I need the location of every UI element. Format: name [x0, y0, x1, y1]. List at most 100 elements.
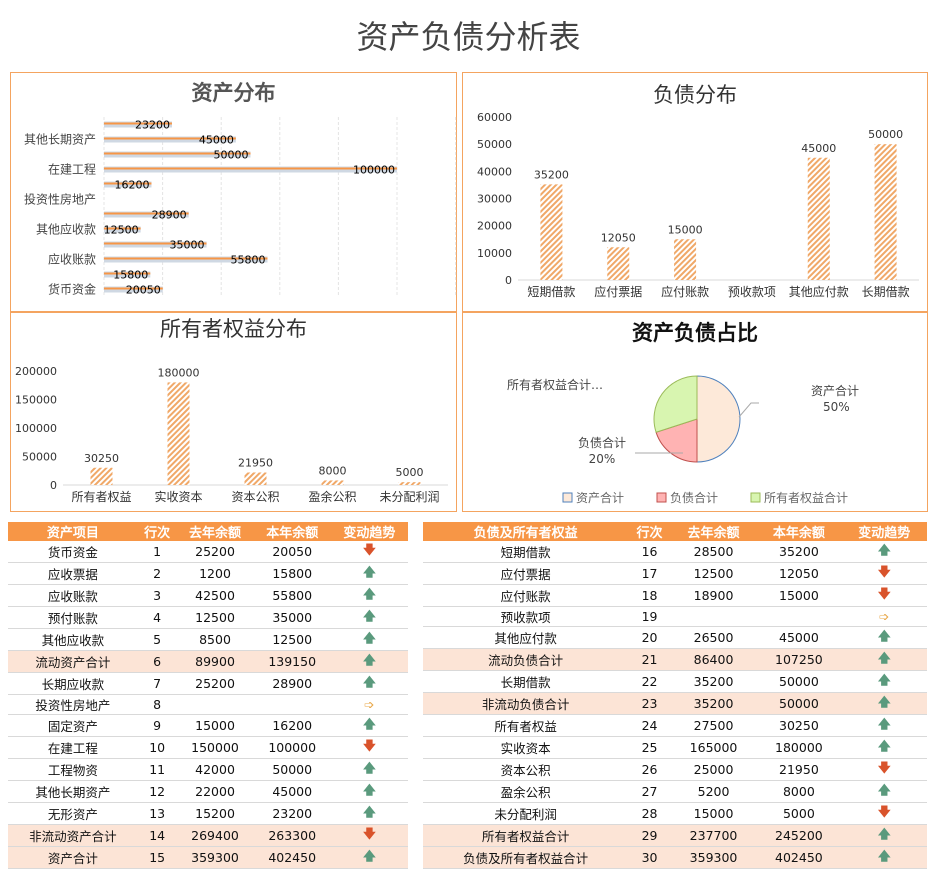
item-name: 投资性房地产 — [8, 694, 138, 715]
category-label: 应收账款 — [48, 252, 96, 267]
bar-highlight — [104, 257, 268, 260]
table-row: 未分配利润 28 15000 5000 🡇 — [423, 802, 927, 825]
trend-up-arrow-icon: 🡅 — [841, 736, 927, 759]
table-row: 长期应收款 7 25200 28900 🡅 — [8, 672, 408, 695]
table-row: 其他长期资产 12 22000 45000 🡅 — [8, 780, 408, 803]
item-name: 未分配利润 — [423, 802, 629, 825]
column-header: 去年余额 — [176, 522, 254, 541]
trend-up-arrow-icon: 🡅 — [841, 648, 927, 671]
this-year-balance: 180000 — [756, 736, 842, 759]
this-year-balance: 263300 — [253, 824, 331, 847]
pie-slice — [696, 375, 741, 463]
this-year-balance: 15000 — [756, 584, 842, 607]
chart-title: 资产分布 — [191, 81, 276, 105]
last-year-balance: 89900 — [176, 650, 254, 673]
bar-highlight — [104, 167, 397, 170]
this-year-balance: 100000 — [253, 736, 331, 759]
trend-flat-arrow-icon: ➩ — [841, 606, 927, 627]
category-label: 其他长期资产 — [24, 133, 96, 147]
trend-up-arrow-icon: 🡅 — [841, 780, 927, 803]
last-year-balance: 22000 — [176, 780, 254, 803]
table-row: 短期借款 16 28500 35200 🡅 — [423, 541, 927, 563]
legend-swatch — [562, 492, 573, 503]
this-year-balance: 139150 — [253, 650, 331, 673]
row-number: 2 — [137, 562, 177, 585]
trend-up-arrow-icon: 🡅 — [330, 584, 408, 607]
table-row: 长期借款 22 35200 50000 🡅 — [423, 670, 927, 693]
this-year-balance: 45000 — [756, 626, 842, 649]
last-year-balance: 42000 — [176, 758, 254, 781]
table-row: 非流动负债合计 23 35200 50000 🡅 — [423, 692, 927, 715]
item-name: 应付账款 — [423, 584, 629, 607]
legend-label: 资产合计 — [576, 490, 624, 505]
column-header: 资产项目 — [8, 522, 138, 541]
bar-highlight — [104, 227, 141, 230]
last-year-balance: 8500 — [176, 628, 254, 651]
category-label: 短期借款 — [527, 285, 575, 299]
table-row: 非流动资产合计 14 269400 263300 🡇 — [8, 824, 408, 847]
row-number: 10 — [137, 736, 177, 759]
y-tick-label: 20000 — [477, 220, 512, 233]
data-label: 20050 — [126, 284, 161, 297]
trend-up-arrow-icon: 🡅 — [330, 672, 408, 695]
column-header: 变动趋势 — [841, 522, 927, 541]
data-label: 12050 — [601, 231, 636, 244]
data-label: 100000 — [353, 164, 395, 177]
this-year-balance: 12050 — [756, 562, 842, 585]
this-year-balance: 35000 — [253, 606, 331, 629]
trend-up-arrow-icon: 🡅 — [330, 650, 408, 673]
item-name: 应收账款 — [8, 584, 138, 607]
liability-equity-table: 负债及所有者权益 行次 去年余额 本年余额 变动趋势 短期借款 16 28500 35200 🡅 应… — [423, 522, 927, 869]
row-number: 1 — [137, 541, 177, 563]
bar-highlight — [104, 182, 152, 185]
row-number: 21 — [628, 648, 671, 671]
bar-highlight — [104, 152, 251, 155]
pie-data-label: 资产合计 — [811, 383, 859, 398]
last-year-balance: 237700 — [670, 824, 757, 847]
trend-up-arrow-icon: 🡅 — [330, 714, 408, 737]
item-name: 固定资产 — [8, 714, 138, 737]
legend-swatch — [656, 492, 667, 503]
chart-title: 所有者权益分布 — [160, 317, 307, 341]
this-year-balance: 5000 — [756, 802, 842, 825]
data-label: 55800 — [230, 254, 265, 267]
item-name: 长期应收款 — [8, 672, 138, 695]
pie-slice — [653, 375, 698, 433]
item-name: 工程物资 — [8, 758, 138, 781]
category-label: 长期借款 — [862, 285, 910, 299]
trend-down-arrow-icon: 🡇 — [841, 562, 927, 585]
equity-chart-svg: 0 50000 100000 150000 200000 所有者权益 30250 实收资本 18… — [15, 365, 448, 504]
y-tick-label: 40000 — [477, 165, 512, 178]
last-year-balance: 5200 — [670, 780, 757, 803]
last-year-balance — [670, 606, 757, 627]
trend-up-arrow-icon: 🡅 — [330, 758, 408, 781]
data-label: 23200 — [135, 119, 170, 132]
y-tick-label: 0 — [505, 274, 512, 287]
y-tick-label: 30000 — [477, 193, 512, 206]
row-number: 12 — [137, 780, 177, 803]
row-number: 3 — [137, 584, 177, 607]
this-year-balance: 8000 — [756, 780, 842, 803]
row-number: 25 — [628, 736, 671, 759]
table-row: 其他应收款 5 8500 12500 🡅 — [8, 628, 408, 651]
bar-highlight — [104, 242, 207, 245]
asset-chart-svg: 货币资金 20050 15800 应收账款 55800 35000 其他应收款 12500 28… — [24, 117, 457, 297]
table-row: 实收资本 25 165000 180000 🡅 — [423, 736, 927, 759]
this-year-balance: 55800 — [253, 584, 331, 607]
row-number: 23 — [628, 692, 671, 715]
data-label: 28900 — [152, 209, 187, 222]
this-year-balance: 107250 — [756, 648, 842, 671]
data-label: 16200 — [114, 179, 149, 192]
column-header: 负债及所有者权益 — [423, 522, 629, 541]
last-year-balance: 15000 — [176, 714, 254, 737]
trend-up-arrow-icon: 🡅 — [330, 628, 408, 651]
liability-bar — [540, 184, 563, 280]
asset-chart: 资产分布 货币资金 20050 15800 应收账款 55800 35000 其他应收款 12… — [10, 72, 457, 312]
item-name: 流动负债合计 — [423, 648, 629, 671]
row-number: 18 — [628, 584, 671, 607]
liability-bar — [807, 157, 830, 280]
page-title: 资产负债分析表 — [356, 18, 581, 56]
legend-swatch — [750, 492, 761, 503]
bar-highlight — [104, 137, 236, 140]
data-label: 15000 — [668, 223, 703, 236]
